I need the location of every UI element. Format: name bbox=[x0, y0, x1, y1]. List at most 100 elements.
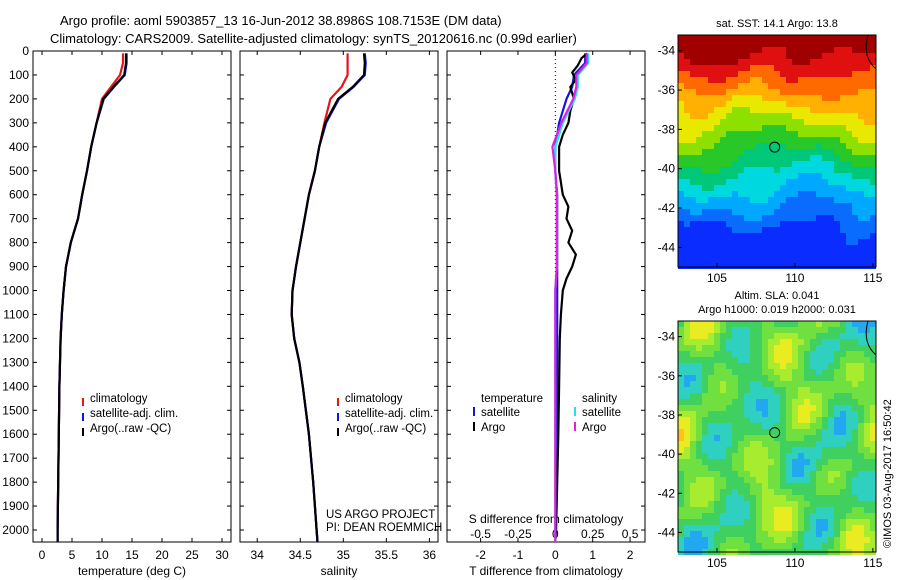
map-cell bbox=[720, 465, 726, 471]
map-cell bbox=[702, 119, 708, 125]
map-cell bbox=[690, 263, 696, 269]
map-cell bbox=[720, 155, 726, 161]
map-cell bbox=[870, 77, 876, 83]
map-cell bbox=[696, 137, 702, 143]
map-cell bbox=[864, 143, 870, 149]
map-cell bbox=[834, 41, 840, 47]
map-cell bbox=[690, 429, 696, 435]
map-cell bbox=[840, 197, 846, 203]
map-cell bbox=[768, 167, 774, 173]
map-cell bbox=[792, 59, 798, 65]
map-cell bbox=[696, 53, 702, 59]
map-cell bbox=[708, 333, 714, 339]
map-cell bbox=[792, 143, 798, 149]
map-cell bbox=[816, 113, 822, 119]
map-cell bbox=[726, 477, 732, 483]
map-cell bbox=[780, 345, 786, 351]
map-cell bbox=[798, 191, 804, 197]
map-cell bbox=[810, 363, 816, 369]
map-cell bbox=[756, 107, 762, 113]
map-cell bbox=[714, 375, 720, 381]
map-cell bbox=[720, 483, 726, 489]
map-cell bbox=[762, 429, 768, 435]
map-cell bbox=[738, 215, 744, 221]
map-cell bbox=[840, 233, 846, 239]
map-cell bbox=[798, 333, 804, 339]
map-cell bbox=[684, 233, 690, 239]
map-cell bbox=[786, 203, 792, 209]
map-cell bbox=[720, 435, 726, 441]
map-cell bbox=[798, 447, 804, 453]
map-cell bbox=[840, 435, 846, 441]
map-cell bbox=[744, 363, 750, 369]
map-cell bbox=[858, 53, 864, 59]
map-cell bbox=[804, 179, 810, 185]
map-cell bbox=[846, 441, 852, 447]
map-cell bbox=[822, 543, 828, 549]
map-cell bbox=[702, 495, 708, 501]
map-cell bbox=[798, 441, 804, 447]
map-cell bbox=[870, 161, 876, 167]
map-cell bbox=[708, 351, 714, 357]
map-cell bbox=[756, 203, 762, 209]
map-cell bbox=[744, 107, 750, 113]
map-cell bbox=[834, 173, 840, 179]
map-cell bbox=[828, 197, 834, 203]
map-cell bbox=[846, 363, 852, 369]
map-cell bbox=[732, 119, 738, 125]
map-cell bbox=[708, 453, 714, 459]
map-cell bbox=[786, 233, 792, 239]
map-cell bbox=[732, 465, 738, 471]
x-axis-label: T difference from climatology bbox=[469, 564, 623, 578]
map-cell bbox=[762, 35, 768, 41]
map-cell bbox=[720, 209, 726, 215]
map-cell bbox=[756, 423, 762, 429]
map-cell bbox=[780, 209, 786, 215]
map-cell bbox=[870, 495, 876, 501]
map-cell bbox=[816, 537, 822, 543]
map-cell bbox=[678, 125, 684, 131]
x-tick-label: 35 bbox=[337, 548, 351, 562]
map-cell bbox=[804, 507, 810, 513]
map-cell bbox=[792, 251, 798, 257]
map-cell bbox=[690, 357, 696, 363]
map-cell bbox=[720, 501, 726, 507]
map-cell bbox=[678, 143, 684, 149]
map-cell bbox=[846, 459, 852, 465]
map-cell bbox=[798, 119, 804, 125]
map-cell bbox=[750, 369, 756, 375]
map-cell bbox=[756, 489, 762, 495]
legend-argo: Argo(..raw -QC) bbox=[90, 423, 171, 435]
map-cell bbox=[690, 351, 696, 357]
map-cell bbox=[702, 489, 708, 495]
map-cell bbox=[702, 441, 708, 447]
map-cell bbox=[726, 327, 732, 333]
map-cell bbox=[708, 435, 714, 441]
map-cell bbox=[816, 47, 822, 53]
map-cell bbox=[822, 351, 828, 357]
map-cell bbox=[708, 125, 714, 131]
map-cell bbox=[768, 459, 774, 465]
map-cell bbox=[756, 155, 762, 161]
map-cell bbox=[774, 215, 780, 221]
map-cell bbox=[690, 35, 696, 41]
map-cell bbox=[840, 507, 846, 513]
map-cell bbox=[804, 215, 810, 221]
map-cell bbox=[870, 71, 876, 77]
map-cell bbox=[810, 221, 816, 227]
map-cell bbox=[750, 387, 756, 393]
map-cell bbox=[732, 245, 738, 251]
map-cell bbox=[852, 95, 858, 101]
map-cell bbox=[744, 179, 750, 185]
map-cell bbox=[858, 489, 864, 495]
map-cell bbox=[798, 113, 804, 119]
map-cell bbox=[828, 59, 834, 65]
map-cell bbox=[744, 405, 750, 411]
map-cell bbox=[738, 375, 744, 381]
map-cell bbox=[738, 513, 744, 519]
map-cell bbox=[804, 125, 810, 131]
map-cell bbox=[798, 321, 804, 327]
map-cell bbox=[684, 501, 690, 507]
map-cell bbox=[798, 357, 804, 363]
map-cell bbox=[732, 405, 738, 411]
